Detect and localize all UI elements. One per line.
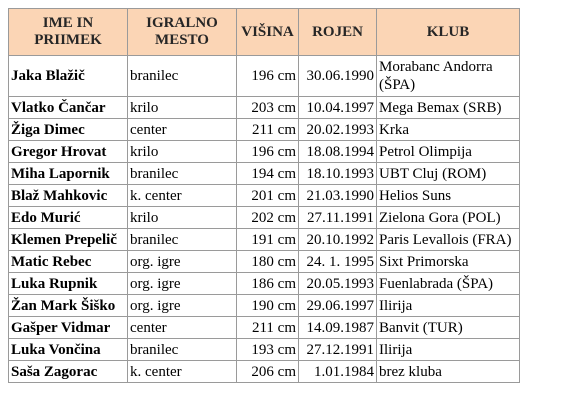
player-height: 196 cm bbox=[236, 140, 299, 163]
table-row: Žiga Dimec center 211 cm 20.02.1993 Krka bbox=[8, 118, 520, 141]
player-position: k. center bbox=[127, 184, 237, 207]
player-height: 203 cm bbox=[236, 96, 299, 119]
table-row: Edo Murić krilo 202 cm 27.11.1991 Zielon… bbox=[8, 206, 520, 229]
player-club: Krka bbox=[376, 118, 520, 141]
header-name: IME IN PRIIMEK bbox=[8, 8, 128, 56]
player-born: 20.05.1993 bbox=[298, 272, 377, 295]
header-height: VIŠINA bbox=[236, 8, 299, 56]
player-position: org. igre bbox=[127, 294, 237, 317]
player-height: 211 cm bbox=[236, 118, 299, 141]
table-row: Luka Rupnik org. igre 186 cm 20.05.1993 … bbox=[8, 272, 520, 295]
player-name: Blaž Mahkovic bbox=[8, 184, 128, 207]
player-born: 18.08.1994 bbox=[298, 140, 377, 163]
player-name: Miha Lapornik bbox=[8, 162, 128, 185]
player-height: 180 cm bbox=[236, 250, 299, 273]
header-position: IGRALNO MESTO bbox=[127, 8, 237, 56]
table-row: Gašper Vidmar center 211 cm 14.09.1987 B… bbox=[8, 316, 520, 339]
player-position: krilo bbox=[127, 96, 237, 119]
table-row: Gregor Hrovat krilo 196 cm 18.08.1994 Pe… bbox=[8, 140, 520, 163]
player-height: 211 cm bbox=[236, 316, 299, 339]
player-club: Sixt Primorska bbox=[376, 250, 520, 273]
player-club: Morabanc Andorra (ŠPA) bbox=[376, 55, 520, 97]
player-position: org. igre bbox=[127, 250, 237, 273]
player-club: Ilirija bbox=[376, 338, 520, 361]
player-club: Ilirija bbox=[376, 294, 520, 317]
player-name: Žiga Dimec bbox=[8, 118, 128, 141]
player-name: Saša Zagorac bbox=[8, 360, 128, 383]
table-header-row: IME IN PRIIMEK IGRALNO MESTO VIŠINA ROJE… bbox=[8, 8, 520, 56]
player-position: krilo bbox=[127, 206, 237, 229]
table-row: Saša Zagorac k. center 206 cm 1.01.1984 … bbox=[8, 360, 520, 383]
table-row: Žan Mark Šiško org. igre 190 cm 29.06.19… bbox=[8, 294, 520, 317]
player-position: krilo bbox=[127, 140, 237, 163]
player-born: 21.03.1990 bbox=[298, 184, 377, 207]
table-row: Vlatko Čančar krilo 203 cm 10.04.1997 Me… bbox=[8, 96, 520, 119]
player-name: Klemen Prepelič bbox=[8, 228, 128, 251]
player-born: 14.09.1987 bbox=[298, 316, 377, 339]
player-name: Edo Murić bbox=[8, 206, 128, 229]
player-height: 193 cm bbox=[236, 338, 299, 361]
player-position: org. igre bbox=[127, 272, 237, 295]
player-height: 201 cm bbox=[236, 184, 299, 207]
player-name: Luka Vončina bbox=[8, 338, 128, 361]
table-row: Luka Vončina branilec 193 cm 27.12.1991 … bbox=[8, 338, 520, 361]
player-height: 202 cm bbox=[236, 206, 299, 229]
player-height: 194 cm bbox=[236, 162, 299, 185]
player-height: 186 cm bbox=[236, 272, 299, 295]
header-born: ROJEN bbox=[298, 8, 377, 56]
player-club: Banvit (TUR) bbox=[376, 316, 520, 339]
player-born: 27.12.1991 bbox=[298, 338, 377, 361]
player-born: 20.10.1992 bbox=[298, 228, 377, 251]
player-position: branilec bbox=[127, 55, 237, 97]
player-club: Petrol Olimpija bbox=[376, 140, 520, 163]
player-club: Paris Levallois (FRA) bbox=[376, 228, 520, 251]
player-club: brez kluba bbox=[376, 360, 520, 383]
player-name: Jaka Blažič bbox=[8, 55, 128, 97]
table-row: Blaž Mahkovic k. center 201 cm 21.03.199… bbox=[8, 184, 520, 207]
roster-body: Jaka Blažič branilec 196 cm 30.06.1990 M… bbox=[8, 55, 520, 383]
player-born: 20.02.1993 bbox=[298, 118, 377, 141]
player-name: Matic Rebec bbox=[8, 250, 128, 273]
player-height: 191 cm bbox=[236, 228, 299, 251]
player-club: Zielona Gora (POL) bbox=[376, 206, 520, 229]
player-position: branilec bbox=[127, 338, 237, 361]
roster-table-container: IME IN PRIIMEK IGRALNO MESTO VIŠINA ROJE… bbox=[8, 8, 520, 383]
player-club: UBT Cluj (ROM) bbox=[376, 162, 520, 185]
player-club: Fuenlabrada (ŠPA) bbox=[376, 272, 520, 295]
player-name: Vlatko Čančar bbox=[8, 96, 128, 119]
player-name: Žan Mark Šiško bbox=[8, 294, 128, 317]
player-born: 29.06.1997 bbox=[298, 294, 377, 317]
roster-table: IME IN PRIIMEK IGRALNO MESTO VIŠINA ROJE… bbox=[8, 8, 520, 383]
player-height: 190 cm bbox=[236, 294, 299, 317]
player-position: branilec bbox=[127, 228, 237, 251]
player-born: 27.11.1991 bbox=[298, 206, 377, 229]
player-position: center bbox=[127, 316, 237, 339]
table-row: Matic Rebec org. igre 180 cm 24. 1. 1995… bbox=[8, 250, 520, 273]
player-position: branilec bbox=[127, 162, 237, 185]
table-row: Miha Lapornik branilec 194 cm 18.10.1993… bbox=[8, 162, 520, 185]
table-row: Jaka Blažič branilec 196 cm 30.06.1990 M… bbox=[8, 55, 520, 97]
player-club: Mega Bemax (SRB) bbox=[376, 96, 520, 119]
player-born: 30.06.1990 bbox=[298, 55, 377, 97]
player-born: 1.01.1984 bbox=[298, 360, 377, 383]
player-name: Luka Rupnik bbox=[8, 272, 128, 295]
player-height: 206 cm bbox=[236, 360, 299, 383]
player-born: 18.10.1993 bbox=[298, 162, 377, 185]
player-name: Gregor Hrovat bbox=[8, 140, 128, 163]
player-height: 196 cm bbox=[236, 55, 299, 97]
player-club: Helios Suns bbox=[376, 184, 520, 207]
header-club: KLUB bbox=[376, 8, 520, 56]
player-born: 10.04.1997 bbox=[298, 96, 377, 119]
player-position: center bbox=[127, 118, 237, 141]
player-name: Gašper Vidmar bbox=[8, 316, 128, 339]
player-position: k. center bbox=[127, 360, 237, 383]
player-born: 24. 1. 1995 bbox=[298, 250, 377, 273]
table-row: Klemen Prepelič branilec 191 cm 20.10.19… bbox=[8, 228, 520, 251]
